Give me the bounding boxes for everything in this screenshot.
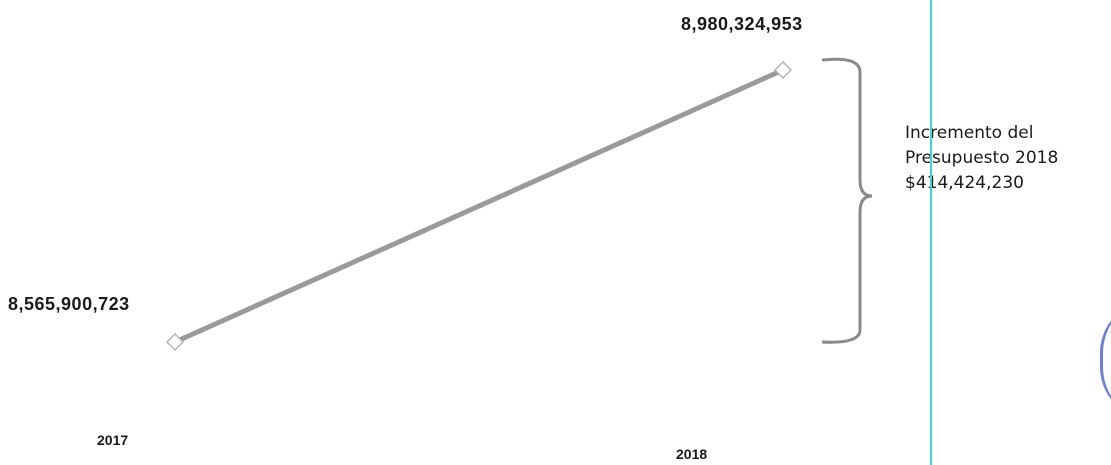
data-label-2017: 8,565,900,723 bbox=[8, 294, 130, 314]
annotation-line-1: Incremento del bbox=[905, 123, 1034, 143]
series-line bbox=[172, 67, 786, 345]
edge-circle-decoration bbox=[1100, 300, 1111, 420]
annotation-line-3: $414,424,230 bbox=[905, 173, 1024, 193]
x-tick-2017: 2017 bbox=[97, 432, 129, 448]
data-label-2018: 8,980,324,953 bbox=[681, 14, 803, 34]
data-point-marker-2017 bbox=[165, 332, 185, 352]
annotation-bracket bbox=[821, 57, 873, 344]
vertical-guide-line bbox=[930, 0, 932, 465]
budget-increase-annotation: Incremento del Presupuesto 2018 $414,424… bbox=[905, 121, 1058, 196]
annotation-line-2: Presupuesto 2018 bbox=[905, 148, 1059, 168]
x-tick-2018: 2018 bbox=[676, 446, 708, 462]
data-point-marker-2018 bbox=[773, 60, 793, 80]
